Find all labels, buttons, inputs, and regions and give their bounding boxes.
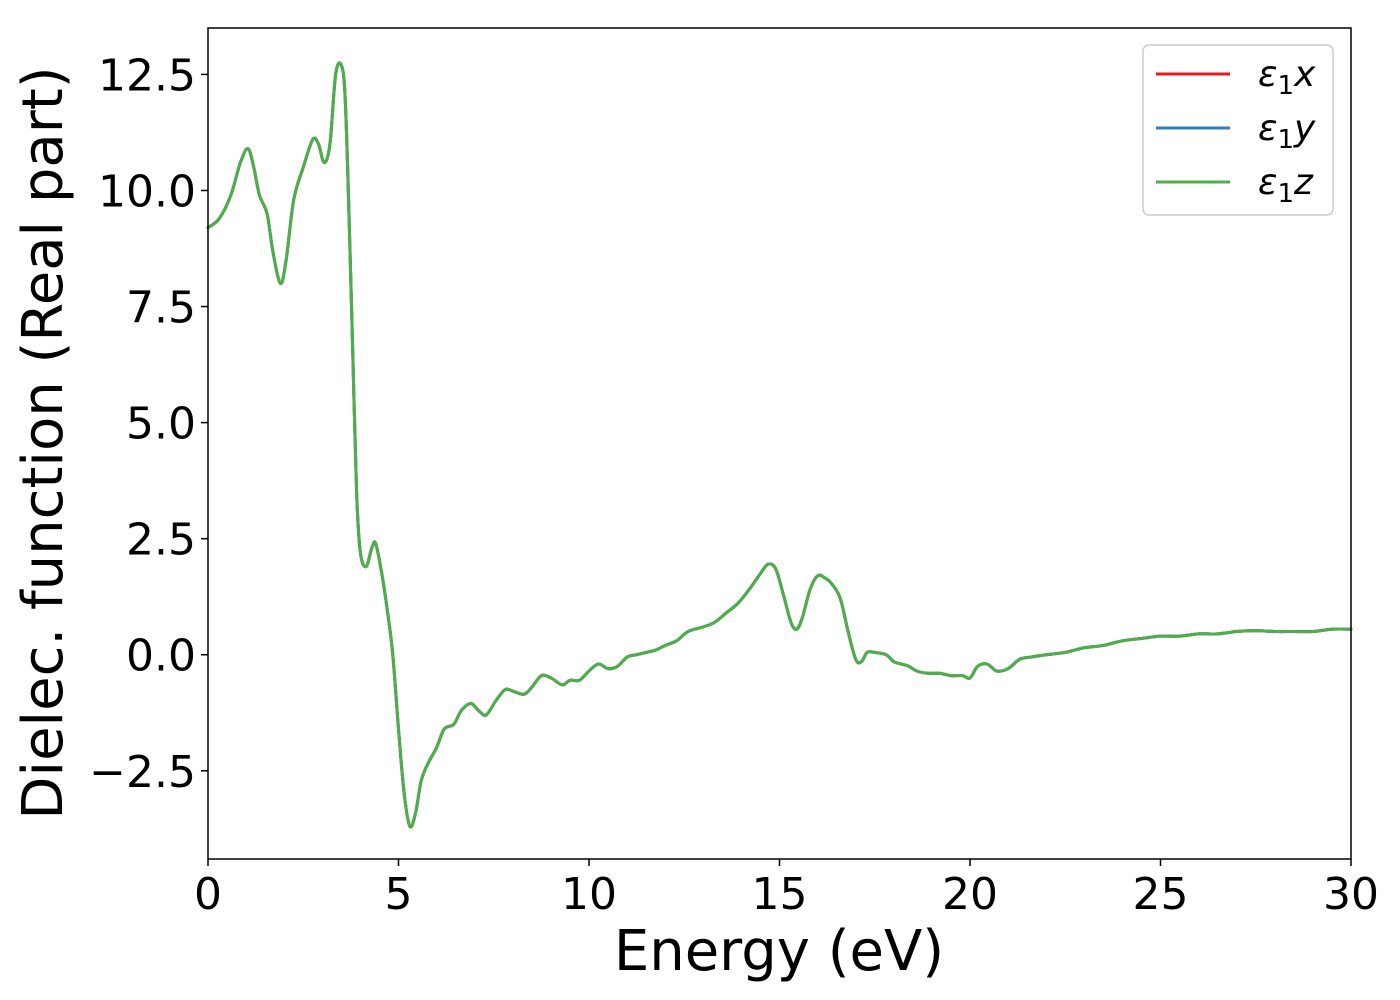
- legend-label-z: ε1z: [1258, 162, 1314, 209]
- x-tick-label: 25: [1133, 869, 1189, 920]
- x-tick-label: 15: [752, 869, 808, 920]
- legend-label-x: ε1x: [1258, 54, 1316, 101]
- x-axis-ticks: 0 5 10 15 20 25 30: [194, 859, 1379, 920]
- x-tick-label: 10: [561, 869, 617, 920]
- y-tick-label: 7.5: [126, 283, 196, 334]
- x-tick-label: 5: [385, 869, 413, 920]
- y-tick-label: 12.5: [98, 50, 196, 101]
- x-axis-title: Energy (eV): [614, 919, 944, 984]
- y-tick-label: 0.0: [126, 631, 196, 682]
- x-tick-label: 0: [194, 869, 222, 920]
- series-lines: [206, 61, 1353, 829]
- y-tick-label: 10.0: [98, 166, 196, 217]
- y-axis-ticks: −2.5 0.0 2.5 5.0 7.5 10.0 12.5: [89, 50, 208, 798]
- series-line-z: [206, 61, 1353, 829]
- y-axis-title: Dielec. function (Real part): [11, 66, 76, 819]
- x-tick-label: 30: [1323, 869, 1379, 920]
- legend: ε1x ε1y ε1z: [1142, 44, 1334, 216]
- y-tick-label: 5.0: [126, 399, 196, 450]
- y-tick-label: −2.5: [89, 747, 196, 798]
- x-tick-label: 20: [942, 869, 998, 920]
- legend-label-y: ε1y: [1258, 108, 1316, 155]
- legend-box: [1142, 44, 1334, 216]
- y-tick-label: 2.5: [126, 515, 196, 566]
